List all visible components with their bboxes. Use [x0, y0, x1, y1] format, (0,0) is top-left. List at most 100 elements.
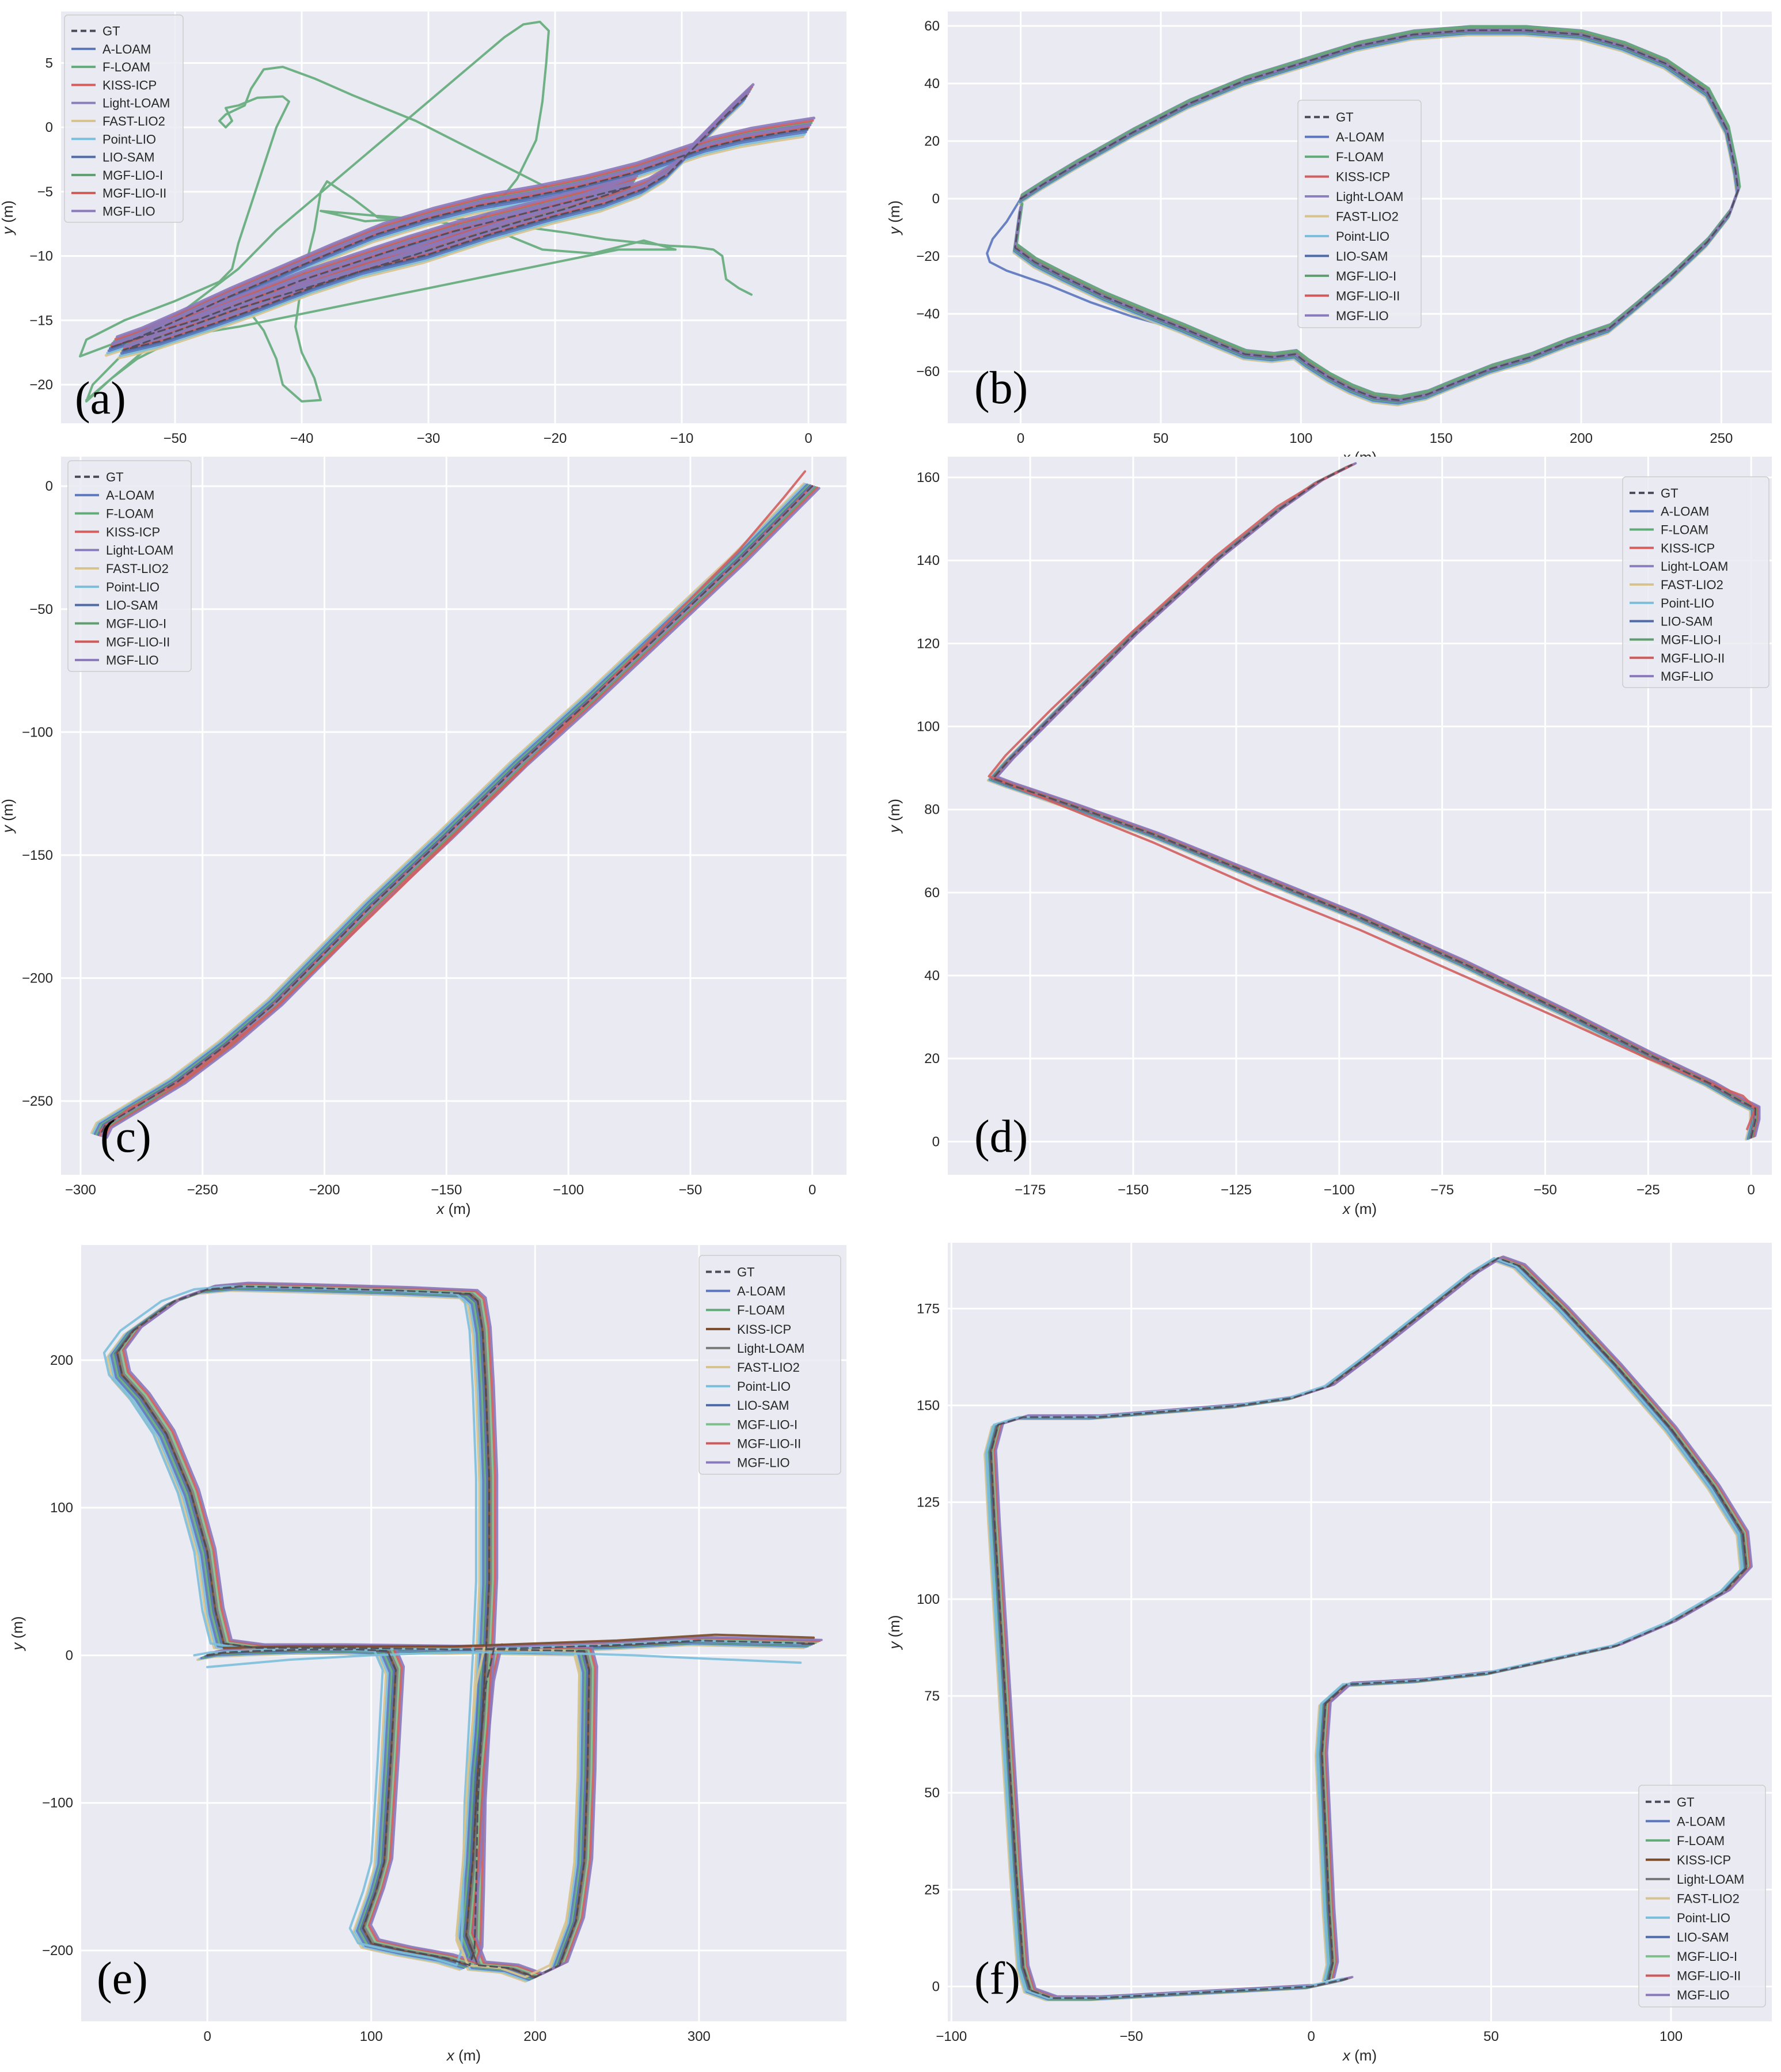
legend: GT A-LOAM F-LOAM KISS-ICP Light-LOAM FAST-LIO… [698, 1255, 841, 1475]
legend-entry: MGF-LIO-II [737, 1436, 801, 1451]
legend-entry: MGF-LIO-II [1336, 289, 1400, 303]
panel-label: (f) [974, 1953, 1020, 2004]
series-line-mgf-lio-segment [473, 1643, 598, 1975]
x-tick-label: −40 [290, 431, 314, 446]
legend: GT A-LOAM F-LOAM KISS-ICP Light-LOAM FAST-LIO… [1638, 1785, 1766, 2008]
y-axis-label: y (m) [9, 1616, 26, 1651]
legend-entry: MGF-LIO-I [1336, 269, 1396, 283]
legend-entry: Light-LOAM [1336, 189, 1403, 204]
legend-entry: A-LOAM [1677, 1814, 1725, 1828]
legend-entry: Light-LOAM [102, 96, 170, 111]
series-line-light-loam [118, 1284, 817, 1966]
x-tick-label: −175 [1015, 1182, 1046, 1198]
legend-entry: Light-LOAM [106, 543, 173, 557]
x-tick-label: −50 [679, 1182, 702, 1198]
y-tick-label: 40 [924, 76, 940, 92]
series-line-lio-sam [114, 1286, 813, 1968]
legend-frame [1622, 476, 1769, 688]
panel-label: (c) [100, 1111, 151, 1162]
series-line-gt [99, 485, 814, 1137]
legend-entry: KISS-ICP [737, 1322, 791, 1337]
legend-entry: MGF-LIO-II [1661, 651, 1725, 665]
series-line-a-loam-segment [459, 1649, 584, 1981]
x-tick-label: −200 [309, 1182, 340, 1198]
plot-area [948, 1243, 1772, 2021]
y-tick-label: −100 [22, 724, 53, 740]
y-tick-label: 0 [66, 1648, 73, 1663]
legend-entry: GT [737, 1265, 755, 1280]
y-tick-label: 200 [50, 1353, 73, 1368]
y-tick-label: 50 [924, 1785, 940, 1801]
x-tick-label: −50 [164, 431, 187, 446]
y-tick-label: 20 [924, 134, 940, 149]
legend-entry: GT [102, 24, 120, 39]
series-line-light-loam [100, 485, 815, 1137]
x-tick-label: 300 [688, 2029, 711, 2044]
series-group [986, 462, 1761, 1141]
series-line-fast-lio2-offset [455, 1646, 581, 1979]
y-axis-label: y (m) [886, 200, 903, 236]
y-tick-label: 0 [932, 1979, 940, 1994]
legend-entry: MGF-LIO [737, 1455, 790, 1470]
y-tick-label: −20 [916, 249, 940, 264]
legend-entry: MGF-LIO-I [102, 168, 163, 183]
series-line-f-loam [95, 484, 810, 1136]
x-tick-label: −100 [1324, 1182, 1355, 1198]
x-tick-label: −25 [1636, 1182, 1660, 1198]
legend-entry: FAST-LIO2 [1677, 1892, 1740, 1906]
chart-panel-6: −100 −50 0 50 100 175 150 125 100 75 50 25 0 x (m) y (… [886, 1243, 1772, 2064]
y-tick-label: −20 [29, 377, 53, 393]
y-tick-label: −60 [916, 364, 940, 380]
y-tick-label: 80 [924, 802, 940, 818]
series-line-kiss-icp [98, 470, 806, 1132]
legend-entry: Point-LIO [1336, 229, 1389, 244]
panel-label: (b) [974, 363, 1028, 413]
legend-entry: LIO-SAM [1677, 1930, 1729, 1945]
legend-entry: FAST-LIO2 [1661, 578, 1723, 592]
y-tick-label: 120 [917, 636, 940, 651]
y-tick-label: 100 [50, 1500, 73, 1516]
panel-label: (d) [974, 1111, 1028, 1162]
series-line-point-lio-segment [457, 1650, 583, 1982]
y-tick-label: 60 [924, 18, 940, 34]
legend-entry: GT [1661, 486, 1679, 500]
legend-entry: MGF-LIO [1661, 669, 1714, 684]
y-tick-label: 140 [917, 553, 940, 568]
y-tick-label: −100 [42, 1796, 73, 1811]
legend-entry: Point-LIO [737, 1379, 791, 1394]
legend-entry: KISS-ICP [102, 78, 157, 92]
legend-entry: F-LOAM [102, 60, 150, 74]
x-axis-label: x (m) [435, 1200, 470, 1217]
legend-entry: F-LOAM [106, 507, 154, 521]
legend-entry: LIO-SAM [106, 598, 158, 613]
legend-entry: FAST-LIO2 [106, 561, 169, 576]
y-tick-label: −150 [22, 848, 53, 863]
x-tick-label: −150 [1118, 1182, 1149, 1198]
x-tick-label: −50 [1533, 1182, 1557, 1198]
x-tick-label: −250 [187, 1182, 218, 1198]
panel-label: (a) [75, 373, 126, 424]
series-line-f-loam [112, 1287, 811, 1968]
chart-panel-5: 0 100 200 300 200 100 0 −100 −200 x (m) y (m) GT A-L… [9, 1245, 846, 2064]
series-line-gt [116, 1285, 815, 1967]
x-tick-label: −30 [417, 431, 440, 446]
x-tick-label: 0 [1748, 1182, 1755, 1198]
legend-entry: FAST-LIO2 [102, 114, 165, 128]
legend-entry: GT [1677, 1795, 1695, 1809]
series-line-point-lio [108, 1288, 807, 1970]
legend-entry: FAST-LIO2 [1336, 210, 1399, 224]
x-tick-label: 200 [1570, 431, 1593, 446]
y-tick-label: 60 [924, 885, 940, 901]
legend-entry: GT [1336, 110, 1354, 124]
x-tick-label: 0 [804, 431, 812, 446]
legend-entry: MGF-LIO-I [106, 616, 166, 631]
chart-panel-1: −50 −40 −30 −20 −10 0 5 0 −5 −10 −15 −20 y (m) GT A-LO… [0, 12, 846, 446]
chart-panel-3: −300 −250 −200 −150 −100 −50 0 0 −50 −100 −150 −200… [0, 457, 846, 1217]
y-tick-label: −50 [29, 602, 53, 617]
y-tick-label: 160 [917, 470, 940, 485]
series-line-fast-lio2 [90, 482, 805, 1134]
y-tick-label: 125 [917, 1495, 940, 1511]
legend-entry: MGF-LIO-II [1677, 1969, 1741, 1983]
